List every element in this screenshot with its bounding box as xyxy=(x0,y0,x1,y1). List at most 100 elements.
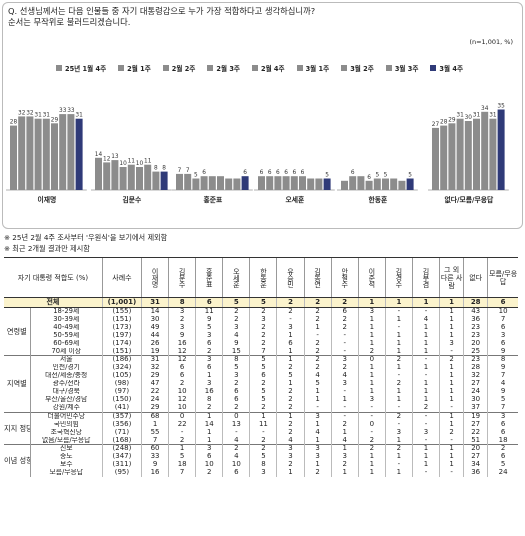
table-cell: 0 xyxy=(168,411,196,421)
bar-value-label: 32 xyxy=(26,110,34,116)
bar xyxy=(10,125,17,190)
table-cell: 3 xyxy=(276,444,305,454)
table-cell: 5 xyxy=(249,388,277,396)
table-cell: 2 xyxy=(303,364,332,373)
table-cell: 1 xyxy=(357,364,386,373)
table-cell: - xyxy=(384,323,413,332)
legend-swatch xyxy=(341,65,348,71)
table-cell: 6 xyxy=(330,306,359,316)
bar-value-label: 31 xyxy=(43,113,51,119)
table-cell: 2 xyxy=(222,315,250,324)
bar xyxy=(208,176,216,190)
table-cell: 2 xyxy=(303,469,332,478)
table-cell: 8 xyxy=(222,355,250,365)
table-cell: 1 xyxy=(357,339,386,348)
table-cell: 7 xyxy=(487,403,518,413)
row-label: 중도 xyxy=(59,453,73,461)
table-cell: (311) xyxy=(101,461,142,470)
table-row: 대구/경북 (97) 22 10 16 6 5 2 1-1 1 1 1 24 9 xyxy=(4,388,518,396)
table-cell: 5 xyxy=(249,364,277,373)
table-cell: 1 xyxy=(411,364,440,373)
bar xyxy=(382,178,389,190)
notes: ※ 25년 2월 4주 조사부터 '우원식'을 보기에서 제외함 ※ 최근 2개… xyxy=(4,232,167,254)
table-cell: 3 xyxy=(439,339,464,348)
table-cell: 51 xyxy=(463,436,488,445)
table-row: 조국혁신당 (71) 55-1- -2 4 1-3 3 2 22 6 xyxy=(4,428,518,437)
table-cell: 3 xyxy=(276,453,305,462)
bar xyxy=(152,171,160,190)
table-cell: 9 xyxy=(168,331,196,340)
legend-swatch xyxy=(162,65,169,71)
bar xyxy=(18,116,26,190)
category-label: 한동훈 xyxy=(369,195,389,204)
table-cell: 18 xyxy=(487,436,518,445)
total-row: 전체 (1,001) 31 8 6 5 5 2 2 2 1 1 1 1 28 6 xyxy=(4,297,518,308)
table-cell: 2 xyxy=(276,395,305,404)
bar-value-label: 32 xyxy=(18,110,26,116)
table-cell: (168) xyxy=(101,436,142,445)
table-cell: 30 xyxy=(141,315,169,324)
table-cell: 2 xyxy=(276,388,305,396)
table-cell: - xyxy=(330,403,359,413)
table-cell: (174) xyxy=(101,339,142,348)
table-cell: - xyxy=(439,403,464,413)
bar xyxy=(111,160,119,190)
table-cell: 37 xyxy=(463,403,488,413)
bar xyxy=(26,116,34,190)
table-cell: 1 xyxy=(439,388,464,396)
bar xyxy=(307,178,315,190)
table-cell: 1 xyxy=(141,420,169,429)
table-cell: - xyxy=(330,331,359,340)
table-cell: 2 xyxy=(439,428,464,437)
row-label: 없음/모름/무응답 xyxy=(42,436,91,444)
table-cell: 1 xyxy=(384,331,413,340)
table-cell: 3 xyxy=(168,306,196,316)
chart-frame xyxy=(2,2,523,229)
table-cell: 22 xyxy=(141,388,169,396)
table-cell: 10 xyxy=(168,403,196,413)
table-cell: 2 xyxy=(384,380,413,389)
bar-value-label: 8 xyxy=(154,166,158,172)
table-cell: 1 xyxy=(384,315,413,324)
table-cell: 1 xyxy=(303,436,332,445)
bar xyxy=(274,176,282,190)
table-cell: 1 xyxy=(384,339,413,348)
column-header: 김동연 xyxy=(303,257,332,298)
table-cell: 22 xyxy=(463,428,488,437)
table-cell: 6 xyxy=(168,372,196,381)
table-cell: 29 xyxy=(141,403,169,413)
table-cell: 1 xyxy=(411,453,440,462)
bar-value-label: 7 xyxy=(186,168,190,174)
bar-value-label: 28 xyxy=(10,120,18,126)
table-cell: 2 xyxy=(168,436,196,445)
table-cell: 5 xyxy=(249,395,277,404)
table-cell: - xyxy=(439,347,464,356)
table-cell: 2 xyxy=(249,339,277,348)
table-cell: 1 xyxy=(384,347,413,356)
table-cell: 2 xyxy=(330,323,359,332)
row-label: 부산/울산/경남 xyxy=(45,395,88,403)
table-cell: 6 xyxy=(487,323,518,332)
bar xyxy=(290,176,298,190)
table-cell: 10 xyxy=(195,461,223,470)
bar xyxy=(357,176,365,190)
table-row: 모름/무응답 (95) 16 7 2 6 3 1 2 1 1 1- -36 24 xyxy=(4,469,518,478)
table-cell: 1 xyxy=(357,388,386,396)
bar-value-label: 6 xyxy=(243,170,247,176)
bar-value-label: 31 xyxy=(473,113,481,119)
table-row: 인천/경기 (324) 32 6 6 5 5 2 2 2 1 1 1 1 28 9 xyxy=(4,364,518,373)
column-header: 홍준표 xyxy=(195,257,223,298)
bar xyxy=(473,118,480,190)
table-cell: - xyxy=(330,411,359,421)
table-cell: 9 xyxy=(487,388,518,396)
table-cell: (71) xyxy=(101,428,142,437)
table-cell: 6 xyxy=(222,469,250,478)
table-cell: 1 xyxy=(303,420,332,429)
table-cell: 2 xyxy=(168,315,196,324)
table-cell: 6 xyxy=(249,372,277,381)
table-cell: 16 xyxy=(195,388,223,396)
bar xyxy=(398,180,406,190)
table-cell: 2 xyxy=(276,297,305,308)
